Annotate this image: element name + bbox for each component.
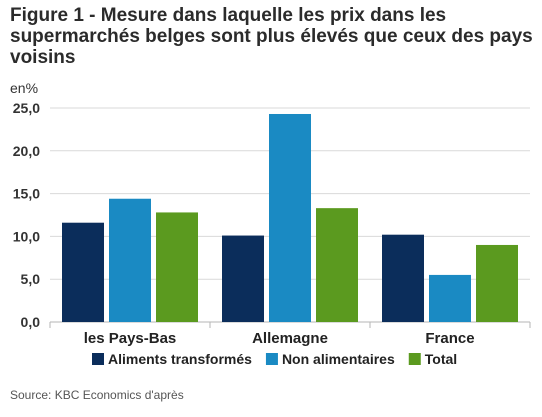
y-tick-label: 10,0: [13, 228, 40, 244]
bar: [316, 208, 358, 322]
x-tick-label: France: [425, 330, 474, 347]
legend-swatch: [408, 353, 421, 365]
y-tick-label: 5,0: [21, 271, 41, 287]
y-tick-label: 25,0: [13, 100, 40, 116]
x-tick-label: les Pays-Bas: [84, 330, 177, 347]
source-note: Source: KBC Economics d'après: [10, 388, 184, 402]
bar: [62, 222, 104, 322]
bar: [476, 244, 518, 322]
bar: [382, 234, 424, 322]
legend-swatch: [92, 353, 104, 365]
y-axis-unit: en%: [10, 80, 39, 96]
y-tick-label: 15,0: [13, 186, 40, 202]
bar: [222, 235, 264, 322]
y-tick-label: 20,0: [13, 143, 40, 159]
legend-label: Non alimentaires: [282, 351, 395, 367]
legend-label: Total: [425, 351, 457, 367]
legend-swatch: [265, 353, 278, 365]
y-tick-label: 0,0: [21, 314, 41, 330]
bar: [156, 212, 198, 322]
x-tick-label: Allemagne: [252, 330, 328, 347]
bar: [109, 198, 151, 322]
bar: [269, 113, 311, 322]
chart-title: Figure 1 - Mesure dans laquelle les prix…: [10, 5, 533, 68]
legend-label: Aliments transformés: [108, 351, 252, 367]
bar: [429, 274, 471, 322]
